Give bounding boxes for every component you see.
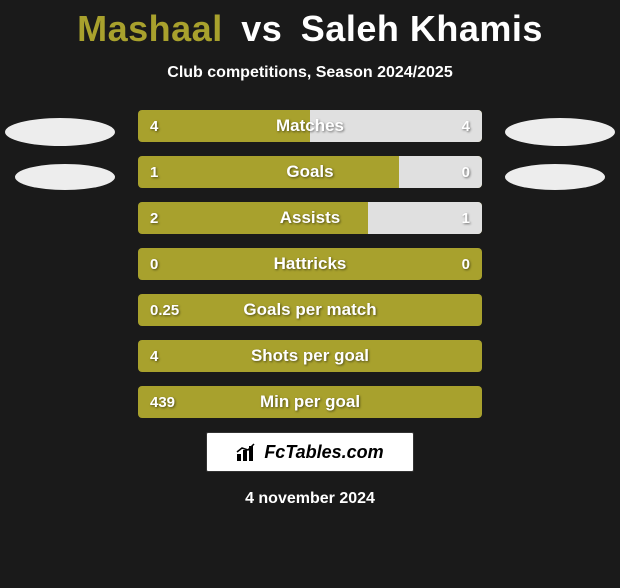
subtitle: Club competitions, Season 2024/2025 [0,64,620,82]
comparison-content: 4 Matches 4 1 Goals 0 2 Assists 1 0 Hatt… [0,110,620,508]
stat-row: 0 Hattricks 0 [138,248,482,280]
stat-label: Min per goal [138,386,482,418]
comparison-title: Mashaal vs Saleh Khamis [0,8,620,50]
stat-row: 2 Assists 1 [138,202,482,234]
player2-name: Saleh Khamis [301,8,543,49]
player-photo-oval [505,164,605,190]
stat-label: Hattricks [138,248,482,280]
player-photo-oval [5,118,115,146]
player1-name: Mashaal [77,8,223,49]
logo-text: FcTables.com [264,442,383,463]
stat-right-value: 4 [462,110,470,142]
stat-row: 0.25 Goals per match [138,294,482,326]
stat-right-value: 0 [462,156,470,188]
stat-bars: 4 Matches 4 1 Goals 0 2 Assists 1 0 Hatt… [138,110,482,418]
bar-chart-icon [236,442,258,462]
stat-label: Matches [138,110,482,142]
date-text: 4 november 2024 [0,490,620,508]
stat-label: Shots per goal [138,340,482,372]
logo-box: FcTables.com [206,432,414,472]
stat-label: Goals [138,156,482,188]
stat-right-value: 1 [462,202,470,234]
stat-label: Goals per match [138,294,482,326]
vs-text: vs [241,8,282,49]
player-photo-oval [15,164,115,190]
stat-row: 439 Min per goal [138,386,482,418]
stat-right-value: 0 [462,248,470,280]
stat-label: Assists [138,202,482,234]
stat-row: 1 Goals 0 [138,156,482,188]
stat-row: 4 Matches 4 [138,110,482,142]
player-photo-oval [505,118,615,146]
stat-row: 4 Shots per goal [138,340,482,372]
